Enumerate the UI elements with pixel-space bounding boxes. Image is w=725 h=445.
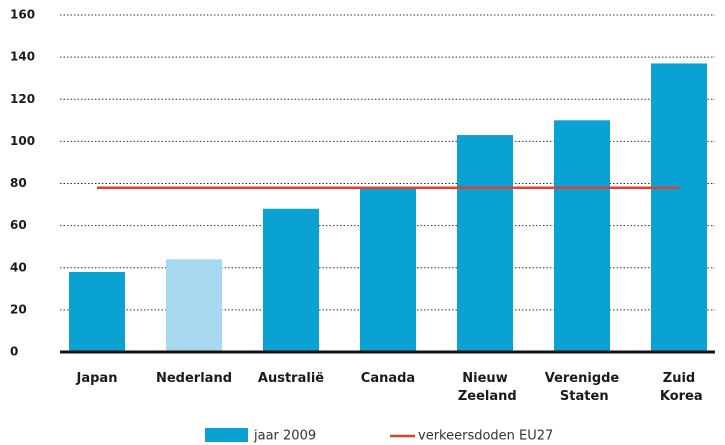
x-tick-label: Nederland [156,371,232,386]
y-tick-label: 120 [10,92,35,106]
bar [263,208,319,352]
label-line: Australië [258,371,324,386]
legend-swatch [205,428,248,442]
label-line: Zuid [663,371,695,386]
x-tick-label: Canada [361,371,415,386]
bar [457,135,513,352]
label-line: Zeeland [453,389,516,404]
label-line: Nederland [156,371,232,386]
legend-label: jaar 2009 [253,429,316,444]
label-line: Korea [655,389,702,404]
legend-label: verkeersdoden EU27 [418,429,553,444]
label-line: Nieuw [462,371,507,386]
y-tick-label: 140 [10,50,35,64]
y-tick-label: 0 [10,345,18,359]
x-tick-label: Verenigde Staten [545,371,620,404]
bar [651,63,707,352]
bar [554,120,610,352]
bar [69,271,125,352]
y-tick-label: 60 [10,218,27,232]
y-tick-label: 40 [10,260,27,274]
bar [360,187,416,352]
x-tick-label: Nieuw Zeeland [453,371,516,404]
x-tick-label: Australië [258,371,324,386]
bar [166,259,222,352]
label-line: Staten [555,389,608,404]
label-line: Canada [361,371,415,386]
label-line: Verenigde [545,371,620,386]
x-tick-label: Zuid Korea [655,371,702,404]
label-line: Japan [76,371,118,386]
y-tick-label: 160 [10,8,35,22]
x-tick-label: Japan [76,371,118,386]
y-tick-label: 100 [10,134,35,148]
y-tick-label: 80 [10,176,27,190]
y-tick-label: 20 [10,302,27,316]
